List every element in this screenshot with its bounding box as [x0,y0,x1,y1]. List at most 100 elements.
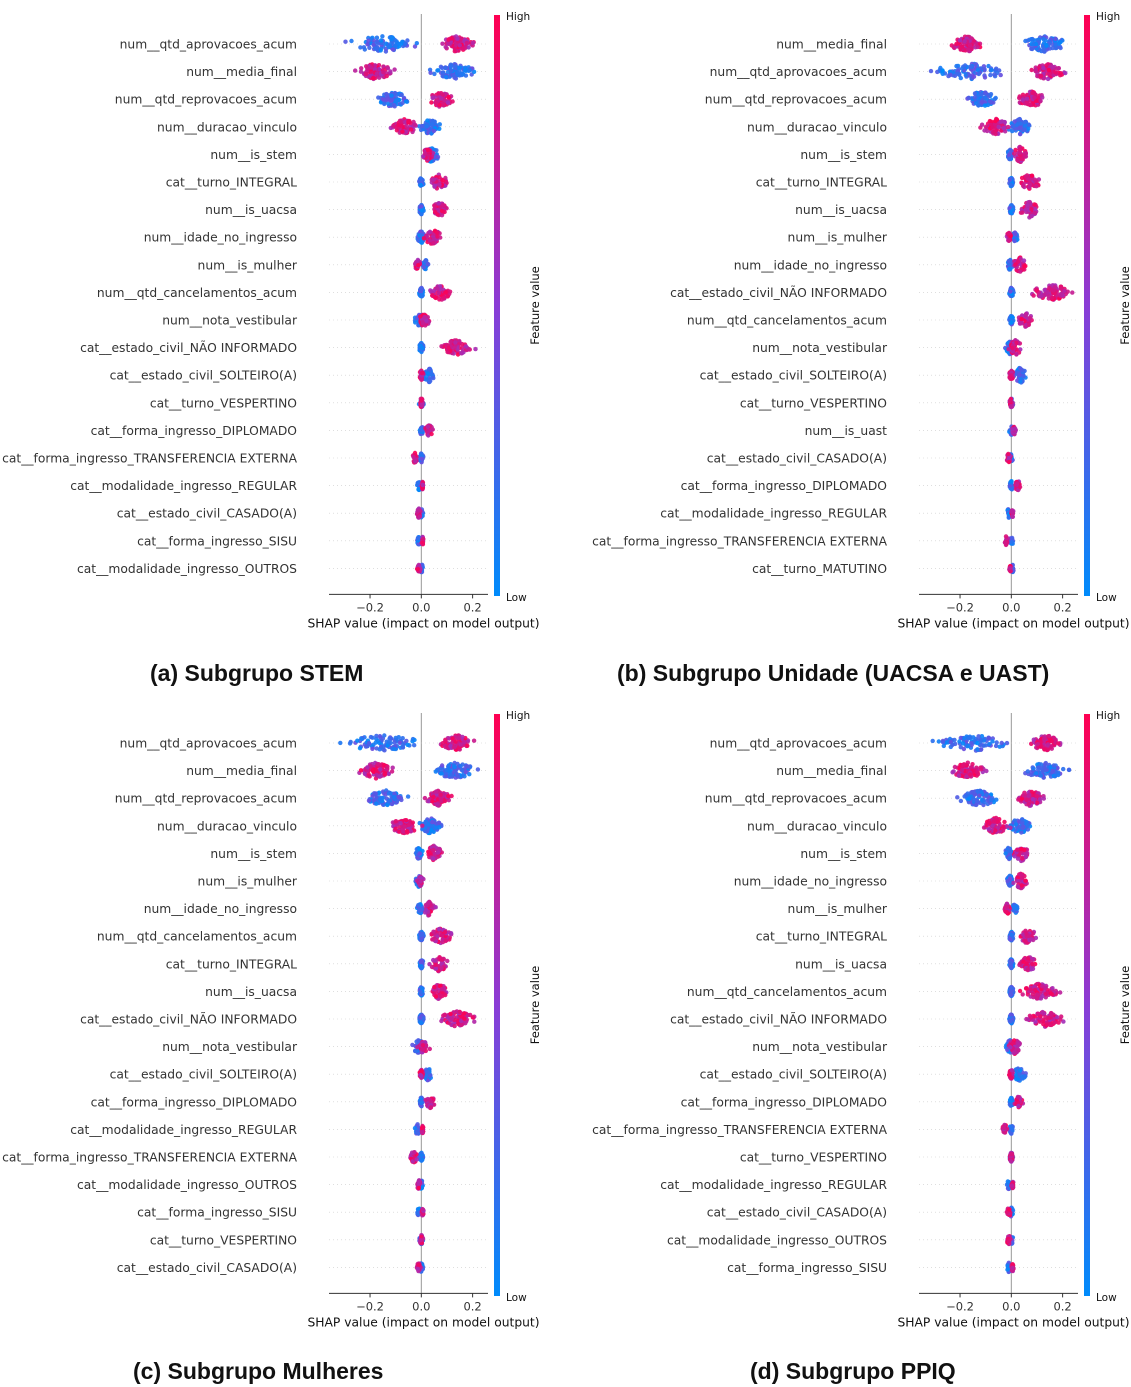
shap-point [385,764,390,769]
shap-point [1046,67,1052,73]
shap-point [446,345,451,351]
colorbar-title: Feature value [528,266,542,345]
shap-point [1027,184,1032,190]
shap-point [992,72,997,77]
shap-point [1014,340,1019,345]
shap-point [377,75,382,80]
shap-point [358,768,364,773]
feature-label: cat__estado_civil_NÃO INFORMADO [80,340,297,355]
shap-point [1056,40,1062,45]
feature-label: cat__forma_ingresso_DIPLOMADO [91,424,297,438]
beeswarm-num__qtd_reprovacoes_acum [376,90,455,109]
beeswarm-num__qtd_cancelamentos_acum [417,284,453,302]
shap-point [447,289,453,294]
shap-point [366,772,371,777]
shap-point [400,129,405,134]
shap-point [405,38,410,43]
x-tick-label: 0.0 [412,600,430,614]
shap-point [378,798,383,803]
shap-point [440,41,445,46]
feature-label: num__media_final [776,38,887,52]
shap-point [457,65,463,70]
shap-point [1018,379,1023,384]
shap-point [402,824,408,829]
shap-point [386,44,391,50]
shap-point [1008,398,1013,404]
shap-point [1032,202,1037,207]
shap-point [347,741,353,746]
shap-point [443,938,448,944]
shap-point [994,117,1000,122]
shap-point [419,123,424,129]
shap-point [420,346,425,351]
shap-point [1015,157,1020,163]
shap-point [1017,321,1023,326]
shap-point [435,234,440,239]
shap-point [392,746,397,752]
shap-point [435,286,440,291]
shap-point [1023,312,1029,317]
shap-point [365,42,370,47]
shap-point [433,905,438,910]
shap-point [390,47,396,52]
shap-point [362,47,367,52]
shap-point [371,767,376,772]
shap-point [389,801,395,807]
shap-point [401,742,406,747]
shap-point [413,320,418,325]
shap-point [433,958,438,963]
beeswarm-num__is_stem [413,843,444,863]
colorbar [1084,15,1090,596]
shap-point [365,66,370,72]
shap-point [1030,90,1035,96]
shap-point [1023,174,1029,179]
shap-point [412,122,417,127]
shap-point [440,933,445,938]
shap-point [434,230,439,235]
beeswarm-num__qtd_aprovacoes_acum [338,733,477,753]
beeswarm-cat__forma_ingresso_TRANSFERENCIA EXTERNA [1002,534,1016,548]
shap-point [358,69,364,74]
shap-point [437,182,442,188]
shap-point [450,99,455,104]
shap-point [966,47,971,52]
shap-point [1030,42,1036,47]
shap-point [1007,177,1013,182]
shap-point [418,960,424,965]
shap-point [420,986,425,991]
shap-point [433,994,439,999]
shap-point [431,237,436,242]
shap-point [372,67,378,72]
shap-point [998,72,1003,78]
shap-point [431,856,436,861]
feature-label: num__is_uacsa [795,203,887,217]
shap-point [1041,65,1046,71]
shap-point [451,745,457,750]
shap-point [1019,156,1025,162]
x-tick-label: 0.2 [463,600,481,614]
shap-point [442,798,448,804]
colorbar-low-label: Low [1096,592,1117,604]
beeswarm-cat__turno_INTEGRAL [1007,173,1042,191]
beeswarm-cat__estado_civil_NÃO INFORMADO [1007,283,1075,302]
shap-point [417,908,422,913]
beeswarm-cat__forma_ingresso_TRANSFERENCIA EXTERNA [410,450,426,465]
shap-point [445,349,450,355]
shap-point [448,339,453,345]
beeswarm-cat__turno_INTEGRAL [417,172,449,191]
shap-point [461,72,466,77]
colorbar-high-label: High [506,11,530,23]
shap-point [437,955,442,960]
x-tick-label: 0.2 [1053,600,1071,614]
shap-point [441,70,446,75]
shap-point [418,229,423,235]
shap-point [1008,289,1013,294]
shap-point [1026,322,1032,327]
shap-point [1056,66,1062,71]
shap-point [439,213,445,218]
shap-point [418,292,424,298]
shap-point [1014,352,1019,357]
shap-point [1009,535,1015,541]
beeswarm-num__qtd_reprovacoes_acum [366,788,454,808]
